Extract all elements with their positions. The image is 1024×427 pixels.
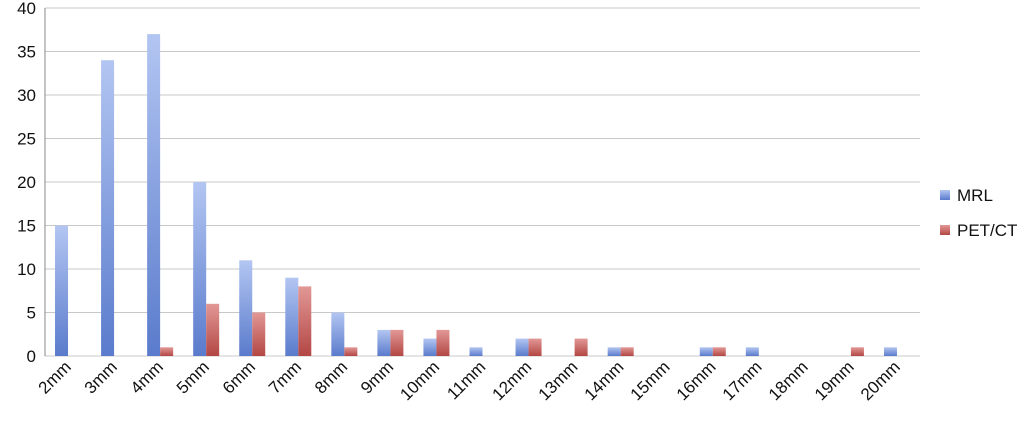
bar-mrl-10mm bbox=[423, 338, 437, 356]
bar-mrl-9mm bbox=[377, 329, 391, 356]
x-tick-label: 20mm bbox=[857, 357, 904, 404]
legend-label: PET/CT bbox=[957, 221, 1017, 240]
bar-pet-ct-16mm bbox=[712, 347, 726, 356]
bar-pet-ct-8mm bbox=[344, 347, 358, 356]
x-tick-label: 8mm bbox=[311, 357, 351, 397]
legend-label: MRL bbox=[957, 186, 993, 205]
bars bbox=[55, 34, 897, 356]
y-tick-label: 0 bbox=[27, 347, 36, 366]
bar-mrl-20mm bbox=[883, 347, 897, 356]
legend: MRL PET/CT bbox=[940, 186, 1017, 240]
bar-mrl-2mm bbox=[55, 225, 69, 356]
x-tick-label: 4mm bbox=[127, 357, 167, 397]
x-tick-label: 6mm bbox=[219, 357, 259, 397]
x-tick-label: 16mm bbox=[673, 357, 720, 404]
x-tick-label: 7mm bbox=[265, 357, 305, 397]
y-tick-label: 15 bbox=[17, 217, 36, 236]
y-tick-label: 10 bbox=[17, 260, 36, 279]
x-tick-label: 2mm bbox=[35, 357, 75, 397]
y-axis-ticks: 0 5 10 15 20 25 30 35 40 bbox=[17, 0, 36, 366]
bar-mrl-3mm bbox=[101, 60, 115, 356]
bar-pet-ct-4mm bbox=[160, 347, 174, 356]
bar-mrl-5mm bbox=[193, 182, 207, 356]
y-tick-label: 40 bbox=[17, 0, 36, 18]
bar-pet-ct-5mm bbox=[206, 303, 220, 356]
bar-pet-ct-13mm bbox=[574, 338, 588, 356]
bar-mrl-11mm bbox=[469, 347, 483, 356]
bar-mrl-6mm bbox=[239, 260, 253, 356]
bar-pet-ct-9mm bbox=[390, 329, 404, 356]
x-tick-label: 10mm bbox=[396, 357, 443, 404]
x-axis-ticks: 2mm 3mm 4mm 5mm 6mm 7mm 8mm 9mm 10mm 11mm 12mm 13mm… bbox=[35, 357, 904, 404]
x-tick-label: 3mm bbox=[81, 357, 121, 397]
bar-pet-ct-6mm bbox=[252, 312, 266, 356]
y-tick-label: 35 bbox=[17, 43, 36, 62]
gridlines bbox=[44, 7, 920, 357]
bar-pet-ct-14mm bbox=[620, 347, 634, 356]
x-tick-label: 11mm bbox=[443, 357, 489, 403]
bar-mrl-4mm bbox=[147, 34, 161, 356]
x-tick-label: 5mm bbox=[173, 357, 213, 397]
x-tick-label: 9mm bbox=[357, 357, 397, 397]
x-tick-label: 18mm bbox=[765, 357, 812, 404]
y-tick-label: 30 bbox=[17, 86, 36, 105]
bar-pet-ct-10mm bbox=[436, 329, 450, 356]
bar-pet-ct-12mm bbox=[528, 338, 542, 356]
y-tick-label: 25 bbox=[17, 130, 36, 149]
y-tick-label: 5 bbox=[27, 304, 36, 323]
bar-mrl-16mm bbox=[699, 347, 713, 356]
x-tick-label: 19mm bbox=[811, 357, 858, 404]
x-tick-label: 13mm bbox=[535, 357, 582, 404]
x-tick-label: 12mm bbox=[489, 357, 536, 404]
x-tick-label: 14mm bbox=[581, 357, 628, 404]
legend-swatch bbox=[940, 190, 950, 200]
legend-swatch bbox=[940, 225, 950, 235]
y-tick-label: 20 bbox=[17, 173, 36, 192]
x-tick-label: 17mm bbox=[719, 357, 766, 404]
x-tick-label: 15mm bbox=[627, 357, 674, 404]
bar-pet-ct-7mm bbox=[298, 286, 312, 356]
bar-mrl-7mm bbox=[285, 277, 299, 356]
bar-mrl-17mm bbox=[745, 347, 759, 356]
bar-mrl-12mm bbox=[515, 338, 529, 356]
bar-mrl-8mm bbox=[331, 312, 345, 356]
bar-pet-ct-19mm bbox=[850, 347, 864, 356]
bar-mrl-14mm bbox=[607, 347, 621, 356]
